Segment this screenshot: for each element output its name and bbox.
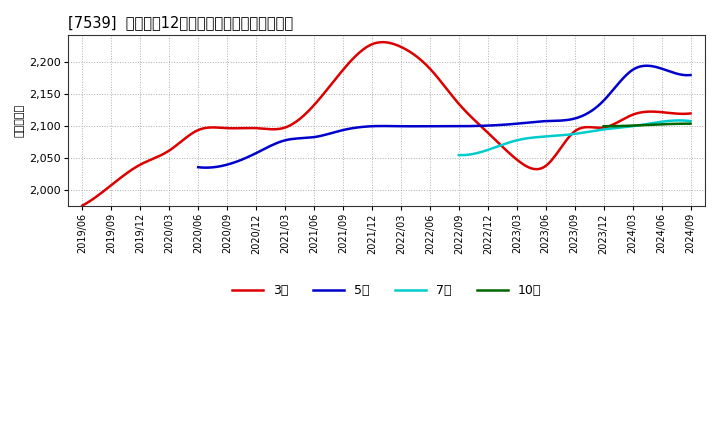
3年 <box>440 83 449 88</box>
7年 <box>455 152 464 158</box>
3年 <box>442 86 451 91</box>
Line: 7年: 7年 <box>459 121 690 155</box>
5年 <box>644 63 652 68</box>
10年 <box>685 121 693 126</box>
5年 <box>611 85 619 91</box>
3年 <box>80 202 89 207</box>
7年 <box>665 118 674 124</box>
10年 <box>651 122 660 127</box>
5年 <box>194 165 202 170</box>
7年 <box>651 120 660 125</box>
3年 <box>631 111 640 116</box>
3年 <box>593 125 601 130</box>
3年 <box>78 203 86 208</box>
7年 <box>686 118 695 124</box>
7年 <box>597 127 606 132</box>
10年 <box>600 124 608 129</box>
Line: 3年: 3年 <box>82 42 690 205</box>
Legend: 3年, 5年, 7年, 10年: 3年, 5年, 7年, 10年 <box>232 284 541 297</box>
7年 <box>454 152 463 158</box>
Line: 5年: 5年 <box>198 66 690 168</box>
5年 <box>686 73 695 78</box>
5年 <box>642 63 650 68</box>
3年 <box>379 40 387 45</box>
7年 <box>675 118 684 123</box>
5年 <box>497 122 505 128</box>
Text: [7539]  経常利益12か月移動合計の平均値の推移: [7539] 経常利益12か月移動合計の平均値の推移 <box>68 15 293 30</box>
10年 <box>672 121 681 126</box>
5年 <box>487 123 495 128</box>
10年 <box>653 122 662 127</box>
Y-axis label: （百万円）: （百万円） <box>15 104 25 137</box>
10年 <box>678 121 687 126</box>
10年 <box>599 124 608 129</box>
10年 <box>601 124 610 129</box>
10年 <box>652 122 660 127</box>
7年 <box>458 153 467 158</box>
5年 <box>196 165 204 170</box>
3年 <box>452 99 461 104</box>
Line: 10年: 10年 <box>603 124 690 126</box>
7年 <box>593 128 601 133</box>
5年 <box>202 165 211 170</box>
5年 <box>489 123 498 128</box>
10年 <box>686 121 695 126</box>
3年 <box>686 111 695 116</box>
7年 <box>593 128 602 133</box>
